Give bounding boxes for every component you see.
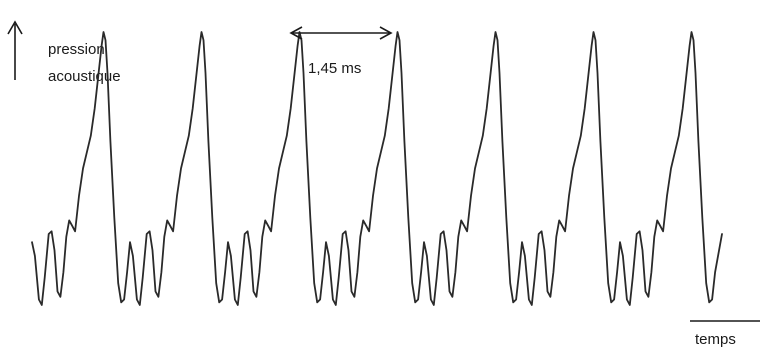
period-label: 1,45 ms [308, 60, 361, 77]
y-axis-label-line1: pression [48, 41, 105, 58]
x-axis-label: temps [695, 331, 736, 347]
period-arrowhead-right [379, 26, 393, 40]
waveform-series [31, 31, 723, 306]
y-axis-label-line2: acoustique [48, 68, 121, 85]
y-axis-arrow [7, 20, 23, 80]
period-arrowhead-left [289, 26, 303, 40]
period-annotation [289, 26, 393, 40]
y-axis-arrowhead [7, 20, 23, 35]
